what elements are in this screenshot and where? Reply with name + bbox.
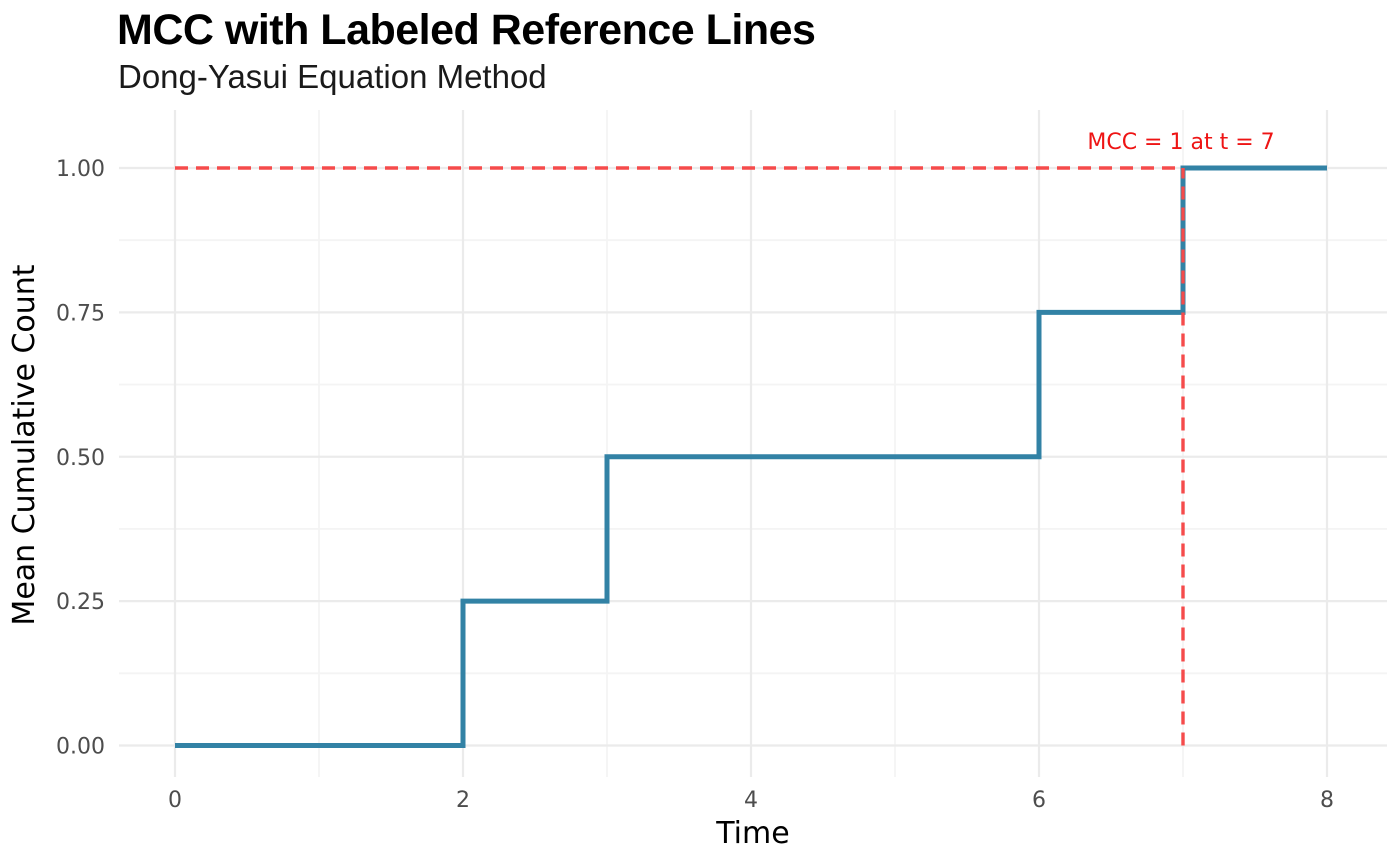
gridlines-major bbox=[119, 110, 1387, 777]
x-tick-label: 4 bbox=[744, 788, 758, 813]
chart-title: MCC with Labeled Reference Lines bbox=[117, 6, 816, 54]
y-tick-label: 1.00 bbox=[56, 157, 105, 182]
y-tick-label: 0.75 bbox=[56, 301, 105, 326]
y-tick-label: 0.00 bbox=[56, 735, 105, 760]
x-tick-label: 8 bbox=[1320, 788, 1334, 813]
x-tick-label: 6 bbox=[1032, 788, 1046, 813]
y-axis-title: Mean Cumulative Count bbox=[7, 264, 42, 625]
y-tick-labels: 0.00 0.25 0.50 0.75 1.00 bbox=[56, 157, 105, 760]
x-tick-labels: 0 2 4 6 8 bbox=[168, 788, 1334, 813]
x-tick-label: 2 bbox=[456, 788, 470, 813]
reference-annotation-label: MCC = 1 at t = 7 bbox=[1087, 130, 1274, 155]
chart-subtitle: Dong-Yasui Equation Method bbox=[118, 58, 547, 95]
y-tick-label: 0.25 bbox=[56, 590, 105, 615]
y-tick-label: 0.50 bbox=[56, 446, 105, 471]
gridlines-minor bbox=[119, 110, 1387, 777]
x-tick-label: 0 bbox=[168, 788, 182, 813]
x-axis-title: Time bbox=[715, 816, 789, 851]
